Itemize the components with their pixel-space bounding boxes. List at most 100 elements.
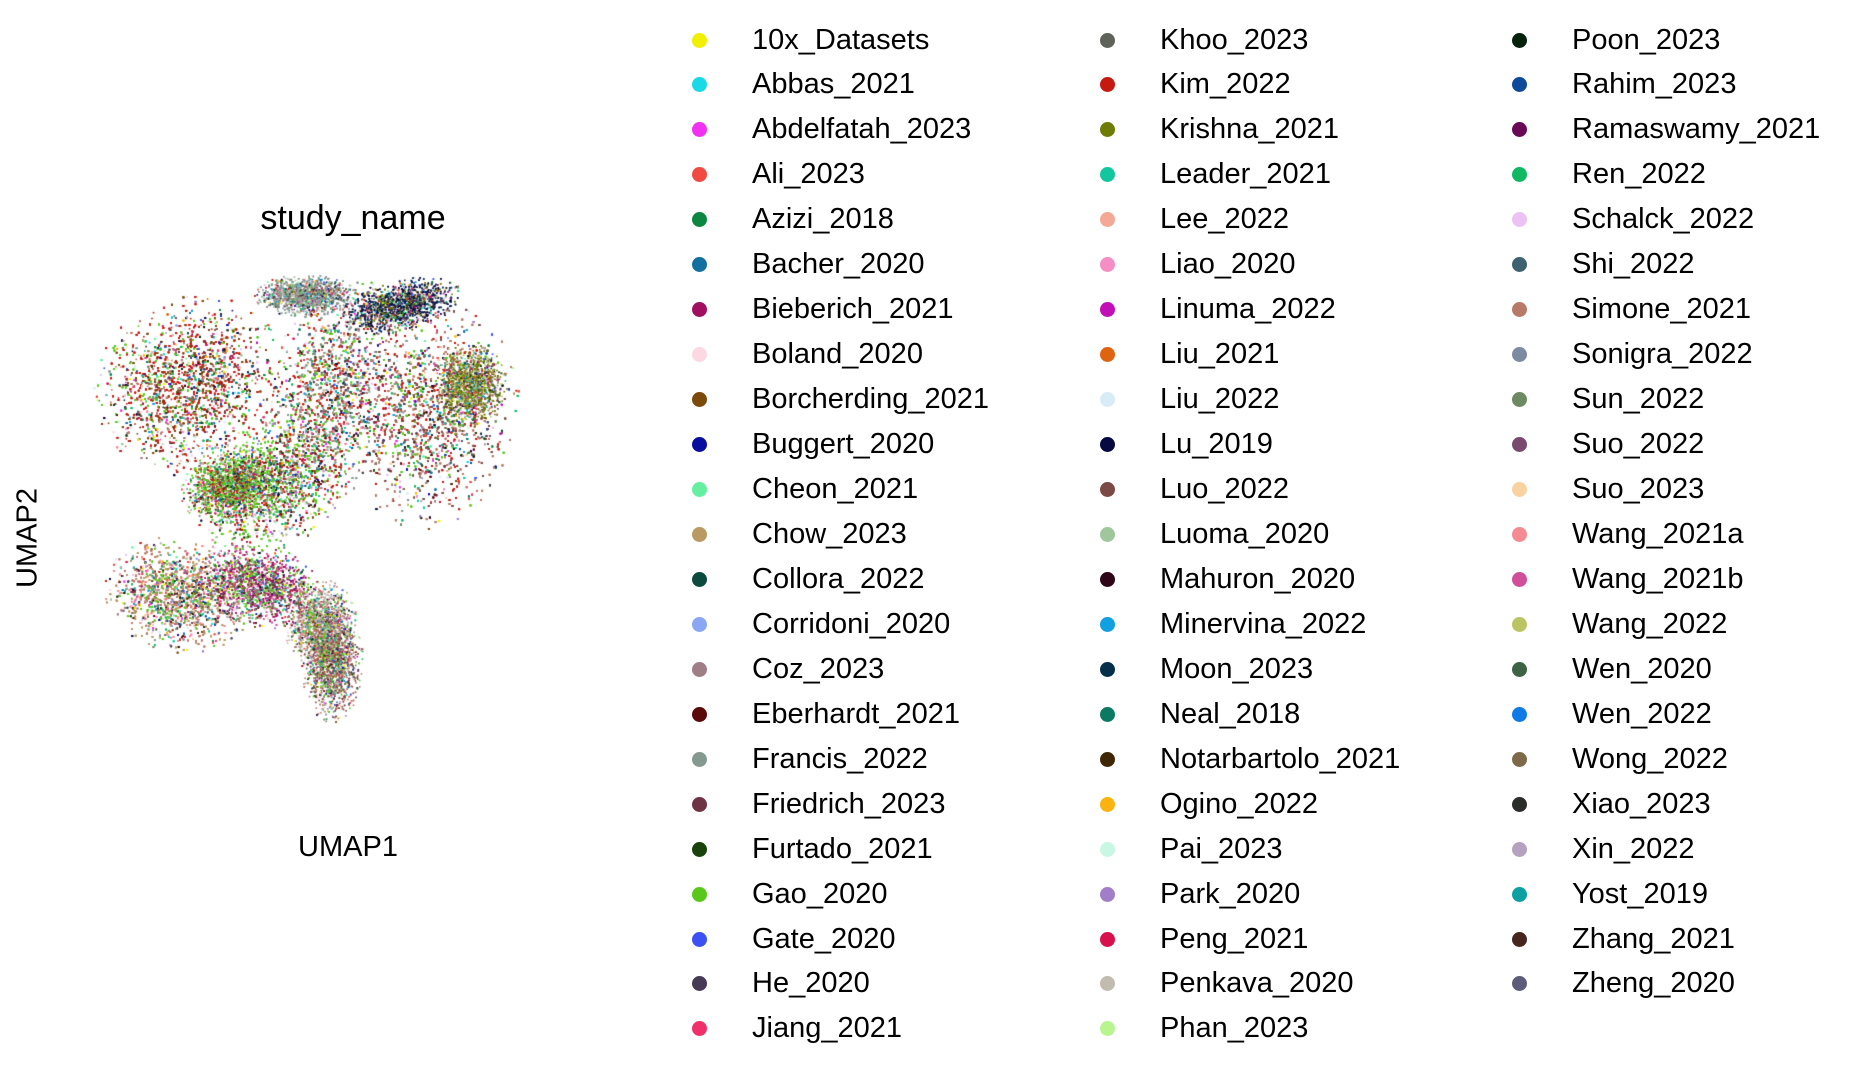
legend-marker	[692, 661, 707, 677]
legend-item: Eberhardt_2021	[692, 694, 960, 734]
legend-item: Abdelfatah_2023	[692, 110, 971, 150]
legend-item: Schalck_2022	[1512, 200, 1754, 240]
legend-label: Peng_2021	[1160, 922, 1309, 955]
legend-marker	[692, 212, 707, 228]
legend-item: Abbas_2021	[692, 65, 915, 105]
legend-item: Lu_2019	[1100, 425, 1273, 465]
legend-marker	[692, 841, 707, 857]
legend-label: Kim_2022	[1160, 68, 1291, 101]
legend-item: Linuma_2022	[1100, 290, 1336, 330]
legend-label: Borcherding_2021	[752, 383, 990, 416]
legend-marker	[1100, 706, 1115, 722]
legend-item: Azizi_2018	[692, 200, 894, 240]
legend-marker	[1100, 482, 1115, 497]
legend-item: Yost_2019	[1512, 874, 1708, 914]
legend-item: Penkava_2020	[1100, 964, 1354, 1004]
legend-marker	[1100, 931, 1115, 947]
legend-label: Abdelfatah_2023	[752, 113, 972, 146]
legend-item: Wen_2022	[1512, 694, 1712, 734]
legend-item: Lee_2022	[1100, 200, 1289, 240]
legend-label: Wang_2021b	[1572, 562, 1744, 595]
legend-item: Gate_2020	[692, 919, 896, 959]
legend-marker	[692, 571, 707, 587]
legend-marker	[692, 482, 707, 497]
legend-label: Luo_2022	[1160, 473, 1290, 505]
legend-label: Linuma_2022	[1160, 293, 1336, 326]
legend-item: Notarbartolo_2021	[1100, 739, 1400, 779]
legend-label: Khoo_2023	[1160, 23, 1309, 56]
legend-label: Wang_2022	[1572, 607, 1728, 640]
legend-label: Minervina_2022	[1160, 607, 1367, 640]
legend-item: Peng_2021	[1100, 919, 1308, 959]
legend-item: Khoo_2023	[1100, 20, 1308, 60]
legend-marker	[692, 302, 707, 318]
legend-item: Gao_2020	[692, 874, 887, 914]
legend-label: Penkava_2020	[1160, 967, 1354, 1000]
legend-label: Azizi_2018	[752, 203, 894, 236]
legend-label: Gao_2020	[752, 877, 888, 910]
legend-marker	[1100, 571, 1115, 587]
legend-item: Suo_2022	[1512, 425, 1704, 465]
legend-item: Ali_2023	[692, 155, 865, 195]
legend-marker	[692, 437, 707, 453]
legend-marker	[692, 886, 707, 902]
legend-label: Friedrich_2023	[752, 787, 946, 820]
legend-marker	[692, 32, 707, 48]
legend-marker	[692, 976, 707, 992]
legend-label: Poon_2023	[1572, 23, 1721, 56]
legend-label: Chow_2023	[752, 517, 907, 550]
legend-label: Boland_2020	[752, 338, 923, 371]
legend-marker	[1512, 931, 1527, 947]
legend-label: Liu_2022	[1160, 383, 1280, 416]
legend-item: Chow_2023	[692, 514, 907, 554]
legend-item: Collora_2022	[692, 559, 925, 599]
legend-item: Kim_2022	[1100, 65, 1291, 105]
legend-marker	[1100, 437, 1115, 453]
legend-marker	[1512, 616, 1527, 632]
legend-label: Wen_2020	[1572, 652, 1712, 685]
legend-item: Furtado_2021	[692, 829, 933, 869]
legend-label: Bacher_2020	[752, 248, 925, 281]
legend-label: Suo_2022	[1572, 428, 1705, 461]
legend-marker	[1100, 661, 1115, 677]
legend-item: Krishna_2021	[1100, 110, 1339, 150]
legend-marker	[1512, 212, 1527, 228]
legend-label: Wong_2022	[1572, 742, 1728, 775]
legend-marker	[1100, 751, 1115, 767]
legend-marker	[1100, 976, 1115, 992]
legend-item: Ogino_2022	[1100, 784, 1318, 824]
legend-marker	[1512, 706, 1527, 722]
legend-item: Xiao_2023	[1512, 784, 1711, 824]
legend-label: Ogino_2022	[1160, 787, 1319, 820]
legend-item: Zhang_2021	[1512, 919, 1735, 959]
chart-title: study_name	[260, 199, 446, 237]
legend-item: Mahuron_2020	[1100, 559, 1355, 599]
legend-marker	[692, 347, 707, 363]
legend-label: Corridoni_2020	[752, 607, 951, 640]
legend-marker	[1512, 392, 1527, 408]
legend-label: Notarbartolo_2021	[1160, 742, 1401, 775]
legend-item: Liu_2022	[1100, 380, 1279, 420]
x-axis-label: UMAP1	[298, 831, 398, 863]
legend-label: Lu_2019	[1160, 428, 1273, 461]
legend-item: Coz_2023	[692, 649, 884, 689]
legend-label: Collora_2022	[752, 562, 925, 595]
legend-marker	[1512, 437, 1527, 453]
legend-label: Liao_2020	[1160, 248, 1296, 281]
legend-marker	[1512, 257, 1527, 273]
legend-marker	[1512, 347, 1527, 363]
legend-label: Abbas_2021	[752, 68, 915, 101]
legend-marker	[1512, 526, 1527, 542]
legend-marker	[692, 616, 707, 632]
legend-marker	[1512, 571, 1527, 587]
legend-marker	[692, 706, 707, 722]
legend-item: Luoma_2020	[1100, 514, 1329, 554]
legend-item: Ren_2022	[1512, 155, 1706, 195]
legend-marker	[1100, 212, 1115, 228]
legend-label: Sun_2022	[1572, 383, 1705, 416]
legend-marker	[1512, 122, 1527, 138]
legend-marker	[692, 257, 707, 273]
legend-marker	[692, 931, 707, 947]
legend-item: Wang_2021b	[1512, 559, 1743, 599]
